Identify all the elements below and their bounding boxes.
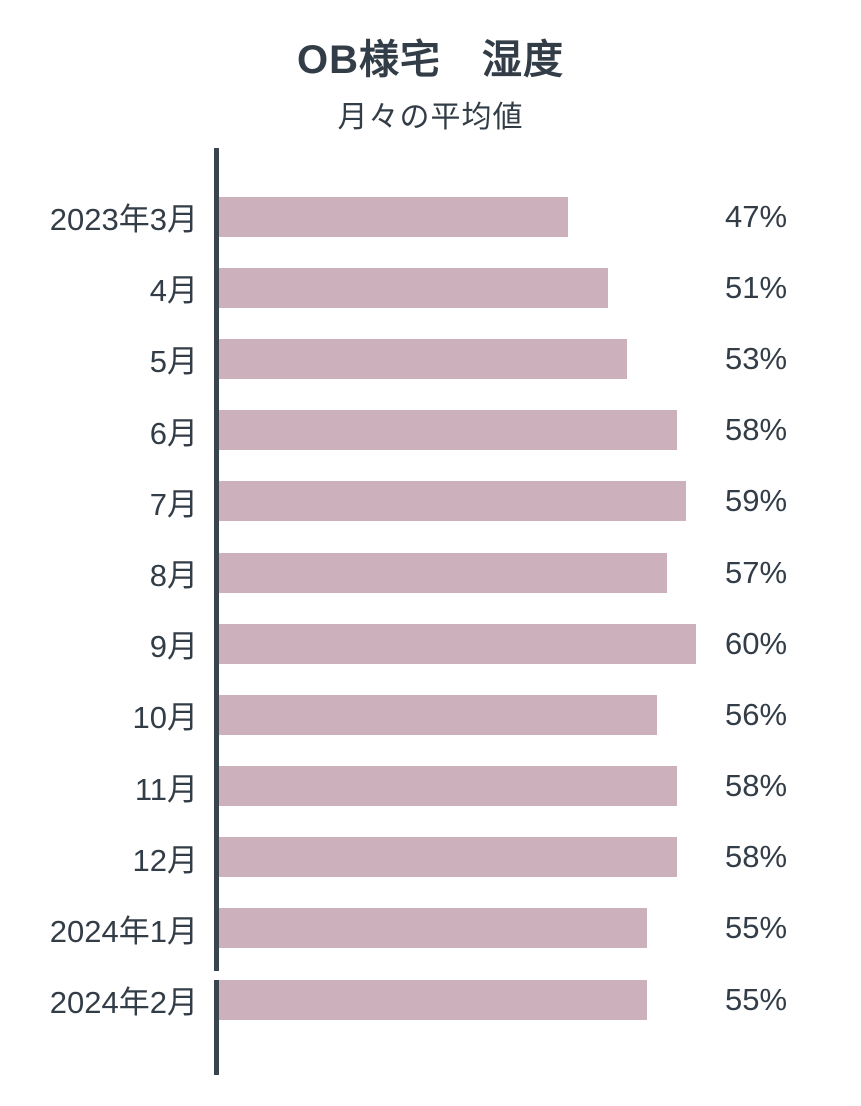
chart-row: 12月 58%	[0, 822, 861, 893]
bar	[219, 196, 568, 237]
value-label: 59%	[724, 483, 788, 519]
value-label: 57%	[724, 554, 788, 590]
value-label: 55%	[724, 910, 788, 946]
bar	[219, 338, 627, 379]
chart-title: OB様宅 湿度	[297, 38, 564, 82]
chart-row: 11月 58%	[0, 751, 861, 822]
chart-row: 2024年2月 55%	[0, 964, 861, 1035]
value-label: 60%	[724, 625, 788, 661]
chart-row: 4月 51%	[0, 252, 861, 323]
chart-row: 2024年1月 55%	[0, 893, 861, 964]
chart-row: 5月 53%	[0, 323, 861, 394]
category-label: 4月	[149, 273, 198, 309]
category-label: 10月	[132, 700, 198, 736]
bar	[219, 481, 686, 522]
bar	[219, 908, 647, 949]
chart-row: 10月 56%	[0, 679, 861, 750]
bar	[219, 552, 667, 593]
chart-row: 7月 59%	[0, 466, 861, 537]
chart-subtitle: 月々の平均値	[337, 101, 524, 134]
bar	[219, 623, 696, 664]
chart-row: 8月 57%	[0, 537, 861, 608]
category-label: 11月	[134, 771, 198, 807]
value-label: 51%	[724, 269, 788, 305]
value-label: 58%	[724, 839, 788, 875]
chart-rows: 2023年3月 47% 4月 51% 5月 53% 6月 58% 7月 59% …	[0, 181, 861, 1035]
category-label: 5月	[149, 344, 198, 380]
bar	[219, 267, 608, 308]
bar	[219, 837, 677, 878]
bar	[219, 766, 677, 807]
value-label: 58%	[724, 768, 788, 804]
bar	[219, 694, 657, 735]
category-label: 2024年1月	[49, 913, 198, 949]
category-label: 9月	[149, 629, 198, 665]
value-label: 55%	[724, 981, 788, 1017]
value-label: 53%	[724, 340, 788, 376]
chart-row: 9月 60%	[0, 608, 861, 679]
category-label: 2023年3月	[49, 202, 198, 238]
category-label: 7月	[149, 486, 198, 522]
category-label: 8月	[149, 558, 198, 594]
bar	[219, 410, 677, 451]
chart-row: 6月 58%	[0, 395, 861, 466]
category-label: 2024年2月	[49, 985, 198, 1021]
category-label: 6月	[149, 415, 198, 451]
y-axis-line-lower	[214, 980, 219, 1075]
y-axis-line-upper	[214, 148, 219, 971]
value-label: 47%	[724, 198, 788, 234]
category-label: 12月	[132, 842, 198, 878]
value-label: 56%	[724, 696, 788, 732]
value-label: 58%	[724, 412, 788, 448]
chart-row: 2023年3月 47%	[0, 181, 861, 252]
bar	[219, 979, 647, 1020]
